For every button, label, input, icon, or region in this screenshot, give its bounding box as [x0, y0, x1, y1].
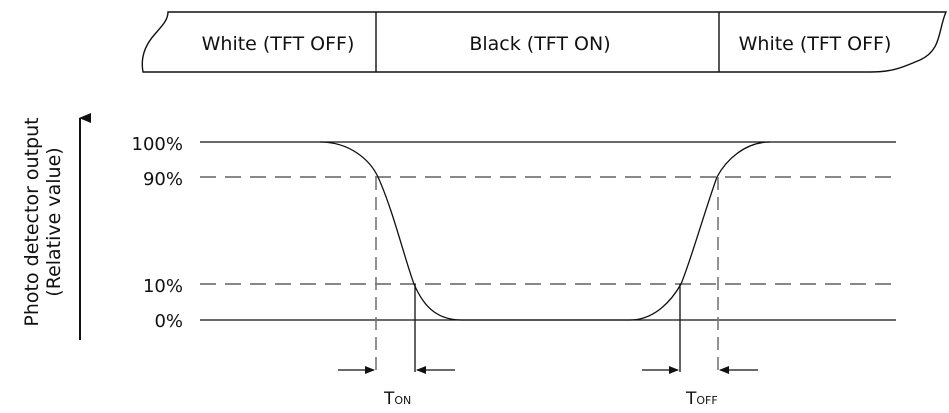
level-label-100: 100% [132, 134, 183, 155]
ton-label-sub: ON [394, 394, 411, 407]
ton-label: TON [383, 389, 411, 409]
state-label-black: Black (TFT ON) [469, 33, 610, 55]
level-label-0: 0% [154, 311, 183, 332]
toff-label-main: T [685, 389, 697, 409]
state-label-white-right: White (TFT OFF) [739, 33, 892, 55]
toff-label: TOFF [685, 389, 718, 409]
y-axis-label-line1: Photo detector output [21, 117, 43, 326]
level-label-10: 10% [143, 276, 183, 297]
state-band [141, 11, 948, 73]
response-curve [319, 141, 771, 321]
toff-label-sub: OFF [696, 394, 717, 407]
level-label-90: 90% [143, 169, 183, 190]
y-axis-label-line2: (Relative value) [43, 147, 65, 296]
state-label-white-left: White (TFT OFF) [202, 33, 355, 55]
state-band-outline [141, 11, 948, 73]
ton-label-main: T [383, 389, 395, 409]
